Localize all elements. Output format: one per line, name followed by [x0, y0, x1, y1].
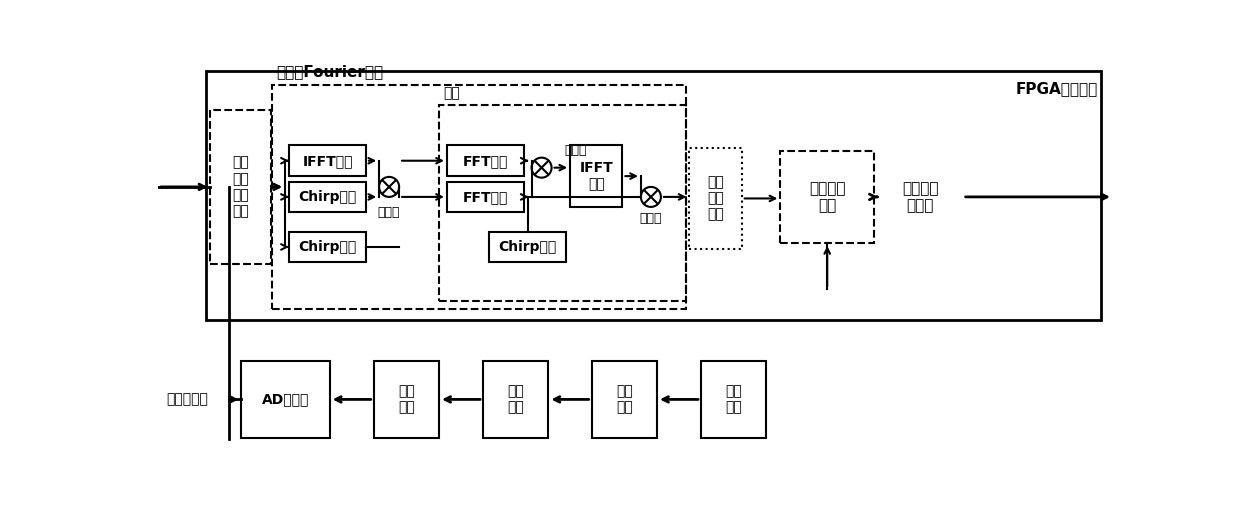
Text: AD转换器: AD转换器 [262, 393, 309, 407]
Text: 电流模拟量: 电流模拟量 [166, 393, 208, 407]
Text: 电弧故障
标志位: 电弧故障 标志位 [903, 181, 939, 213]
Text: Chirp信号: Chirp信号 [498, 240, 557, 254]
Bar [490, 232, 567, 262]
Bar [289, 181, 366, 212]
Text: 电弧故障
判定: 电弧故障 判定 [808, 181, 846, 213]
Bar [591, 361, 657, 438]
Bar [242, 361, 330, 438]
Text: FFT变换: FFT变换 [463, 190, 508, 204]
Bar [289, 232, 366, 262]
Bar [439, 105, 686, 301]
Text: 提取
电流
交流
分量: 提取 电流 交流 分量 [232, 155, 249, 218]
Bar [272, 85, 686, 309]
Bar [689, 148, 742, 249]
Bar [484, 361, 548, 438]
Text: 光耦
隔离: 光耦 隔离 [398, 384, 415, 414]
Text: 复乘法: 复乘法 [564, 144, 588, 157]
Text: Chirp信号: Chirp信号 [299, 190, 357, 204]
Text: 卷积: 卷积 [443, 87, 460, 100]
Bar [206, 71, 1101, 320]
Bar [373, 361, 439, 438]
Text: 二级
调理: 二级 调理 [507, 384, 525, 414]
Text: IFFT变换: IFFT变换 [303, 154, 352, 168]
Text: Chirp信号: Chirp信号 [299, 240, 357, 254]
Text: FPGA主控芯片: FPGA主控芯片 [1016, 81, 1097, 96]
Bar [289, 146, 366, 176]
Bar [701, 361, 766, 438]
Text: 复乘法: 复乘法 [378, 206, 401, 219]
Bar [570, 146, 622, 207]
Text: IFFT
变换: IFFT 变换 [579, 161, 613, 191]
Text: 求谐
波功
率和: 求谐 波功 率和 [707, 175, 724, 222]
Text: FFT变换: FFT变换 [463, 154, 508, 168]
Text: 分数阶Fourier变换: 分数阶Fourier变换 [277, 64, 383, 79]
Text: 检测
电阻: 检测 电阻 [725, 384, 742, 414]
Text: 一级
调理: 一级 调理 [616, 384, 632, 414]
Bar [446, 181, 523, 212]
Bar [211, 110, 270, 264]
Bar [446, 146, 523, 176]
Bar [780, 151, 874, 243]
Text: 复乘法: 复乘法 [640, 212, 662, 225]
